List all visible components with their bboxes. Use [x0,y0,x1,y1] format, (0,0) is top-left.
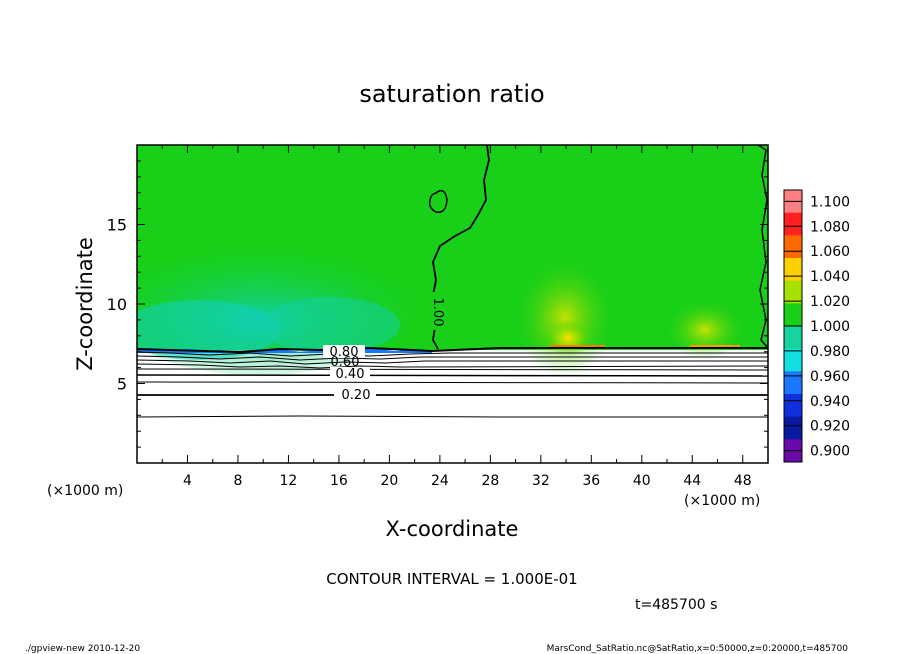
colorbar-swatch [784,235,802,259]
y-tick-label: 5 [117,375,127,394]
x-unit-right: (×1000 m) [684,493,760,509]
y-axis: 5 10 15 [107,160,768,448]
orange-band-1 [550,345,605,348]
x-tick-label: 8 [233,473,242,489]
x-axis: 4 8 12 16 20 24 28 32 36 40 44 48 [161,145,752,489]
colorbar: 1.100 1.080 1.060 1.040 1.020 1.000 0.980 0.960… [783,189,850,463]
cyan-patch-2 [137,300,280,360]
yellow-patch-2 [544,320,592,356]
colorbar-label: 0.980 [810,344,850,360]
x-tick-label: 24 [431,473,449,489]
y-tick-label: 10 [107,295,127,314]
colorbar-label: 1.060 [810,244,850,260]
x-unit-left: (×1000 m) [47,483,123,499]
colorbar-label: 0.920 [810,419,850,435]
contour-label-1.00: 1.00 [430,298,445,327]
chart-title: saturation ratio [359,80,544,108]
colorbar-swatch [784,348,802,372]
x-axis-label: X-coordinate [386,517,519,541]
x-tick-label: 32 [532,473,550,489]
yellow-patch-3 [665,300,745,360]
x-tick-label: 28 [481,473,499,489]
y-axis-label: Z-coordinate [73,237,97,371]
colorbar-label: 0.940 [810,394,850,410]
colorbar-swatch [784,371,802,395]
footer-right: MarsCond_SatRatio.nc@SatRatio,x=0:50000,… [547,644,849,654]
colorbar-swatch [784,212,802,236]
contour-label-0.60: 0.60 [331,355,360,370]
colorbar-label: 1.000 [810,319,850,335]
colorbar-swatch [784,394,802,418]
colorbar-swatch [784,258,802,282]
time-text: t=485700 s [635,597,717,613]
contour-label-0.20: 0.20 [342,388,371,403]
x-tick-label: 48 [734,473,752,489]
x-tick-label: 36 [582,473,600,489]
x-tick-label: 20 [380,473,398,489]
colorbar-label: 1.100 [810,194,850,210]
contour-labels: 0.80 0.60 0.40 0.20 1.00 [323,292,446,403]
colorbar-label: 0.900 [810,444,850,460]
colorbar-label: 1.080 [810,219,850,235]
colorbar-label: 1.040 [810,269,850,285]
contour-label-0.80: 0.80 [330,345,359,360]
colorbar-swatch [784,416,802,440]
footer-left: ./gpview-new 2010-12-20 [25,644,140,654]
colorbar-swatch [784,303,802,327]
plot-area: 0.80 0.60 0.40 0.20 1.00 [137,145,768,463]
x-tick-label: 40 [633,473,651,489]
yellow-patch-1 [515,258,615,378]
x-tick-label: 4 [183,473,192,489]
x-tick-label: 12 [280,473,298,489]
contour-label-0.40: 0.40 [336,367,365,382]
y-tick-label: 15 [107,216,127,235]
x-tick-label: 44 [683,473,701,489]
orange-band-2 [690,345,740,348]
colorbar-swatch [784,326,802,350]
cyan-patch-3 [260,297,400,353]
colorbar-swatch [784,280,802,304]
colorbar-label: 1.020 [810,294,850,310]
colorbar-label: 0.960 [810,369,850,385]
x-tick-label: 16 [330,473,348,489]
contour-interval-text: CONTOUR INTERVAL = 1.000E-01 [326,570,577,588]
